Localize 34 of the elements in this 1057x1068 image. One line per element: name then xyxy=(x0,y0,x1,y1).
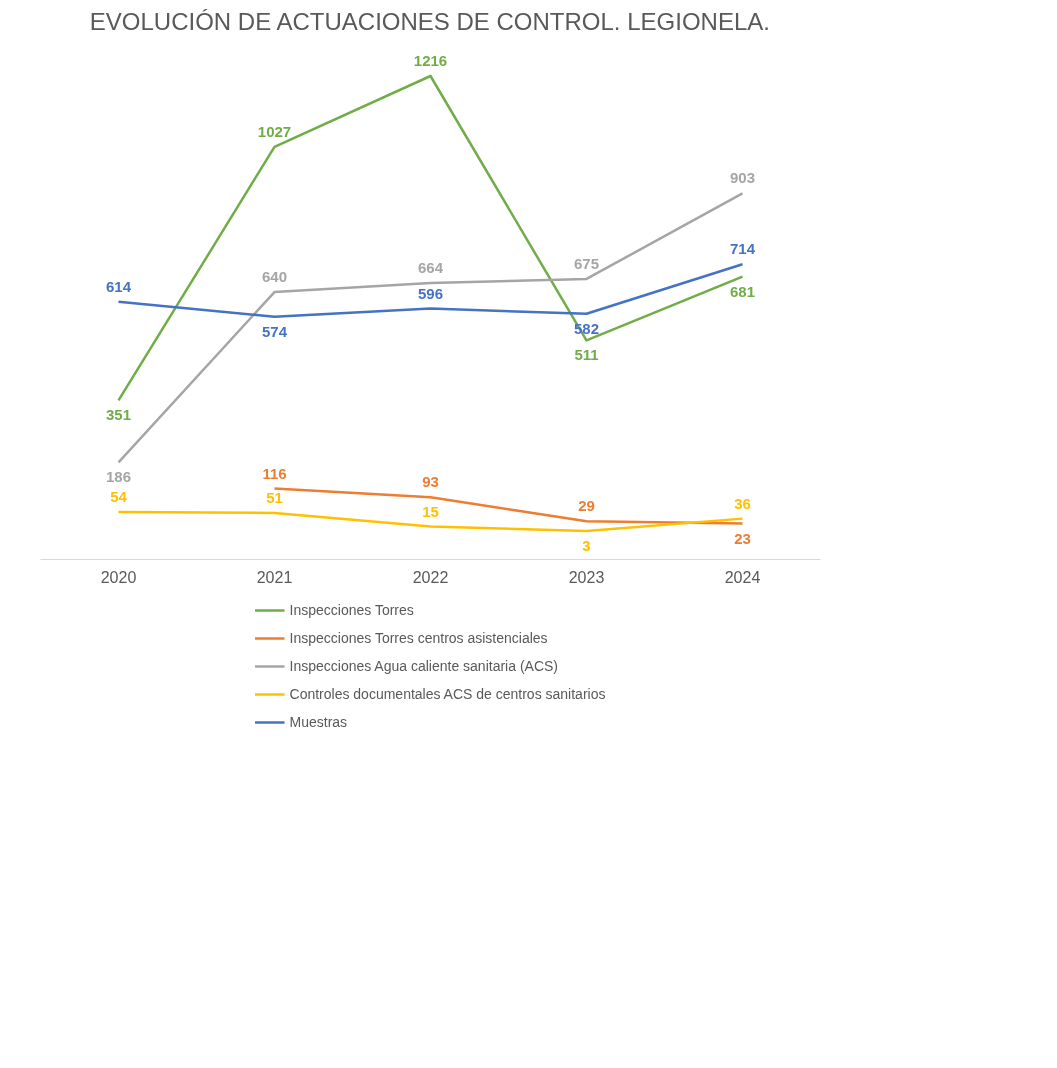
data-label: 596 xyxy=(417,284,444,302)
x-tick-label: 2022 xyxy=(412,568,449,586)
data-label: 51 xyxy=(266,489,283,506)
legend-label: Controles documentales ACS de centros sanitarios xyxy=(289,686,606,702)
data-label: 186 xyxy=(105,468,132,486)
legend-label: Inspecciones Agua caliente sanitaria (ACS) xyxy=(289,658,559,674)
data-label: 116 xyxy=(262,464,287,482)
data-label: 351 xyxy=(105,406,132,424)
legend-label: Inspecciones Torres xyxy=(289,602,414,618)
data-label: 903 xyxy=(729,169,756,187)
data-label: 3 xyxy=(582,537,591,555)
data-label: 664 xyxy=(417,259,444,277)
data-label: 640 xyxy=(261,268,288,286)
legend-label: Muestras xyxy=(289,714,348,730)
data-label: 574 xyxy=(261,322,288,340)
x-tick-label: 2020 xyxy=(100,568,137,586)
data-label: 54 xyxy=(110,487,128,505)
data-label: 511 xyxy=(574,346,599,364)
data-label: 714 xyxy=(729,240,756,258)
data-label: 93 xyxy=(422,473,439,491)
data-label: 15 xyxy=(422,502,439,520)
x-tick-label: 2021 xyxy=(256,568,293,586)
x-tick-label: 2023 xyxy=(568,568,605,586)
data-label: 29 xyxy=(578,497,595,515)
chart-title: EVOLUCIÓN DE ACTUACIONES DE CONTROL. LEGIONELA. xyxy=(89,7,770,35)
data-label: 614 xyxy=(105,277,132,295)
legend-label: Inspecciones Torres centros asistenciales xyxy=(289,630,548,646)
data-label: 681 xyxy=(729,282,756,300)
data-label: 36 xyxy=(734,494,751,512)
data-label: 675 xyxy=(573,254,600,272)
x-tick-label: 2024 xyxy=(724,568,761,586)
data-label: 23 xyxy=(734,529,751,547)
data-label: 1027 xyxy=(257,122,292,140)
data-label: 1216 xyxy=(413,51,448,69)
